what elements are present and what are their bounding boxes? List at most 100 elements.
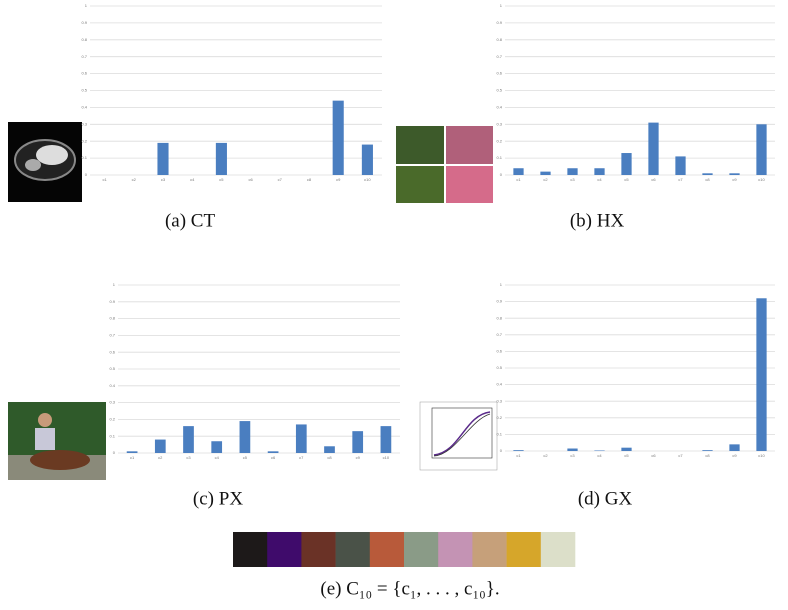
figure: 0 0.1 0.2 0.3 0.4 0.5 0.6 0.7 0.8 0.9 1 c1 c2 c3 c4 c5 c… [0,0,788,610]
bar [324,446,335,453]
y-tick-label: 0.5 [81,88,87,93]
y-tick-label: 0.8 [496,315,502,320]
bar [648,123,658,175]
y-tick-label: 0.2 [109,416,115,421]
image-gx [420,402,497,470]
x-tick-label: c9 [336,177,341,182]
bar [268,451,279,453]
swatch [336,532,371,567]
y-tick-label: 0.1 [496,431,502,436]
x-tick-label: c7 [299,455,304,460]
bar [127,451,138,453]
x-tick-label: c7 [278,177,283,182]
swatch [507,532,541,567]
x-tick-label: c1 [102,177,107,182]
y-tick-label: 0.3 [496,121,502,126]
y-tick-label: 0.8 [109,316,115,321]
y-tick-label: 0.7 [109,332,115,337]
x-tick-label: c9 [732,177,737,182]
caption: (c) PX [193,488,243,509]
bar [157,143,168,175]
y-tick-label: 0.9 [109,299,115,304]
y-tick-label: 0.7 [496,54,502,59]
y-tick-label: 0.9 [496,20,502,25]
y-tick-label: 0.4 [109,383,115,388]
y-tick-label: 0.3 [109,400,115,405]
y-tick-label: 0 [113,450,116,455]
x-tick-label: c3 [570,177,575,182]
y-tick-label: 0.2 [496,138,502,143]
y-tick-label: 1 [500,3,503,8]
y-tick-label: 0.1 [109,433,115,438]
swatch [301,532,336,567]
bar [155,440,166,453]
swatch [472,532,507,567]
y-tick-label: 1 [500,282,503,287]
x-tick-label: c2 [158,455,163,460]
x-tick-label: c3 [186,455,191,460]
x-tick-label: c8 [705,177,710,182]
swatch [541,532,576,567]
x-tick-label: c6 [271,455,276,460]
bar [702,173,712,175]
x-tick-label: c10 [364,177,371,182]
y-tick-label: 0.6 [496,348,502,353]
bar [381,426,392,453]
x-tick-label: c10 [758,453,765,458]
image-ct [8,122,82,202]
bar [702,450,712,451]
y-tick-label: 0.2 [496,415,502,420]
y-tick-label: 0.9 [81,20,87,25]
x-tick-label: c6 [248,177,253,182]
swatch [404,532,439,567]
image-px [8,402,106,480]
x-tick-label: c5 [219,177,224,182]
bar [352,431,363,453]
x-tick-label: c8 [327,455,332,460]
bar [729,444,739,451]
bar [567,168,577,175]
bar [540,172,550,175]
x-tick-label: c7 [678,177,683,182]
x-tick-label: c4 [597,177,602,182]
x-tick-label: c8 [307,177,312,182]
y-tick-label: 0.8 [81,37,87,42]
y-tick-label: 0.5 [109,366,115,371]
bar [675,156,685,175]
caption: (d) GX [578,488,633,509]
x-tick-label: c2 [543,177,548,182]
y-tick-label: 0.5 [496,365,502,370]
swatch [438,532,473,567]
bar [333,101,344,175]
x-tick-label: c3 [570,453,575,458]
x-tick-label: c6 [651,177,656,182]
bar [211,441,222,453]
y-tick-label: 0.8 [496,37,502,42]
bar [729,173,739,175]
x-tick-label: c3 [161,177,166,182]
x-tick-label: c6 [651,453,656,458]
y-tick-label: 0.1 [81,155,87,160]
caption: (b) HX [570,210,625,231]
y-tick-label: 0.1 [496,155,502,160]
y-tick-label: 0.9 [496,299,502,304]
x-tick-label: c4 [597,453,602,458]
bar [621,153,631,175]
x-tick-label: c7 [678,453,683,458]
bar [756,124,766,175]
caption: (a) CT [165,210,216,231]
y-tick-label: 0.6 [109,349,115,354]
y-tick-label: 0 [500,448,503,453]
x-tick-label: c5 [624,177,629,182]
y-tick-label: 0 [85,172,88,177]
y-tick-label: 0.3 [81,121,87,126]
x-tick-label: c8 [705,453,710,458]
y-tick-label: 0.6 [81,71,87,76]
x-tick-label: c10 [758,177,765,182]
swatch [267,532,302,567]
x-tick-label: c1 [516,453,521,458]
swatch [370,532,405,567]
bar [362,145,373,175]
bar [240,421,251,453]
x-tick-label: c5 [624,453,629,458]
